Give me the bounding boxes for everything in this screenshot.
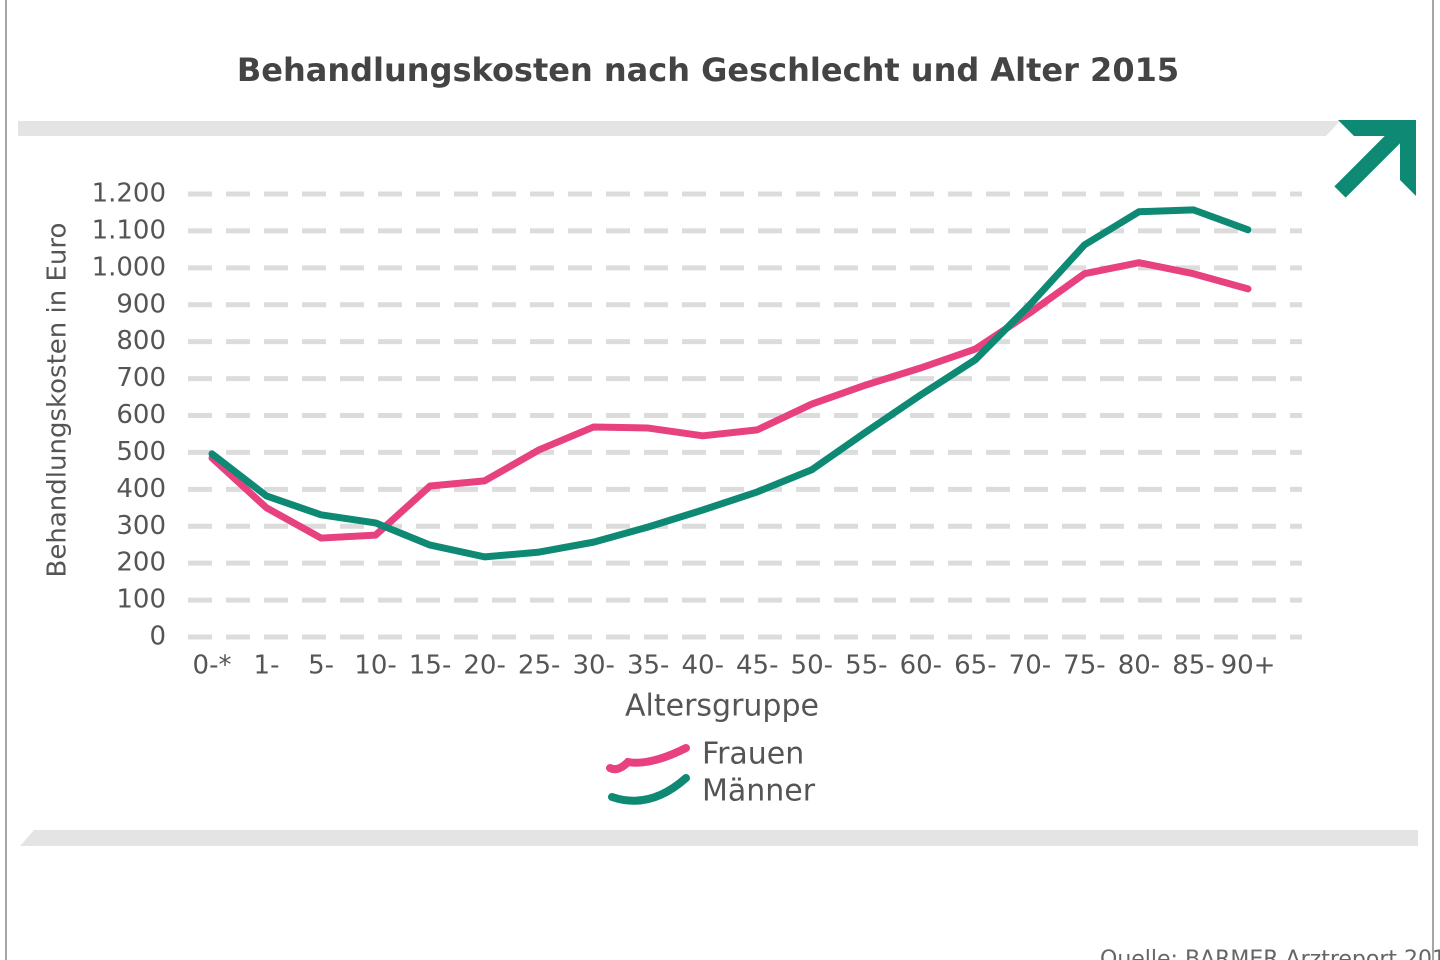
x-axis-title: Altersgruppe xyxy=(625,689,819,724)
y-tick-label: 0 xyxy=(149,622,166,652)
x-tick-label: 60- xyxy=(900,651,942,681)
frame xyxy=(5,0,1434,960)
source-note: Quelle: BARMER Arztreport 2017 xyxy=(1100,947,1440,960)
legend-swatch xyxy=(608,774,690,805)
x-tick-label: 75- xyxy=(1063,651,1105,681)
y-axis-title: Behandlungskosten in Euro xyxy=(43,223,73,578)
x-tick-label: 25- xyxy=(518,651,560,681)
band-bottom xyxy=(20,830,1418,846)
x-tick-label: 80- xyxy=(1118,651,1160,681)
y-tick-label: 1.100 xyxy=(92,215,166,245)
y-tick-label: 1.200 xyxy=(92,179,166,209)
y-tick-label: 300 xyxy=(116,511,166,541)
x-tick-label: 1- xyxy=(254,651,280,681)
x-tick-label: 20- xyxy=(463,651,505,681)
y-tick-label: 500 xyxy=(116,437,166,467)
x-tick-label: 55- xyxy=(845,651,887,681)
x-tick-label: 30- xyxy=(572,651,614,681)
band-top xyxy=(18,121,1340,136)
y-tick-label: 800 xyxy=(116,326,166,356)
x-tick-label: 5- xyxy=(308,651,334,681)
x-tick-label: 90+ xyxy=(1221,651,1276,681)
x-tick-label: 85- xyxy=(1172,651,1214,681)
x-tick-label: 65- xyxy=(954,651,996,681)
legend-label: Männer xyxy=(702,774,816,809)
y-tick-label: 700 xyxy=(116,363,166,393)
arrow-icon xyxy=(1334,120,1416,198)
legend-label: Frauen xyxy=(702,737,804,772)
y-tick-label: 900 xyxy=(116,289,166,319)
x-tick-label: 45- xyxy=(736,651,778,681)
y-tick-label: 600 xyxy=(116,400,166,430)
chart-title: Behandlungskosten nach Geschlecht und Al… xyxy=(237,51,1179,89)
x-tick-label: 15- xyxy=(409,651,451,681)
y-tick-label: 1.000 xyxy=(92,252,166,282)
y-tick-label: 100 xyxy=(116,585,166,615)
x-tick-label: 50- xyxy=(791,651,833,681)
x-tick-label: 0-* xyxy=(193,651,232,681)
y-tick-label: 400 xyxy=(116,474,166,504)
x-tick-label: 70- xyxy=(1009,651,1051,681)
x-tick-label: 35- xyxy=(627,651,669,681)
series-line xyxy=(208,206,1252,561)
legend-swatch xyxy=(606,744,690,774)
x-tick-label: 40- xyxy=(682,651,724,681)
y-tick-label: 200 xyxy=(116,548,166,578)
x-tick-label: 10- xyxy=(354,651,396,681)
